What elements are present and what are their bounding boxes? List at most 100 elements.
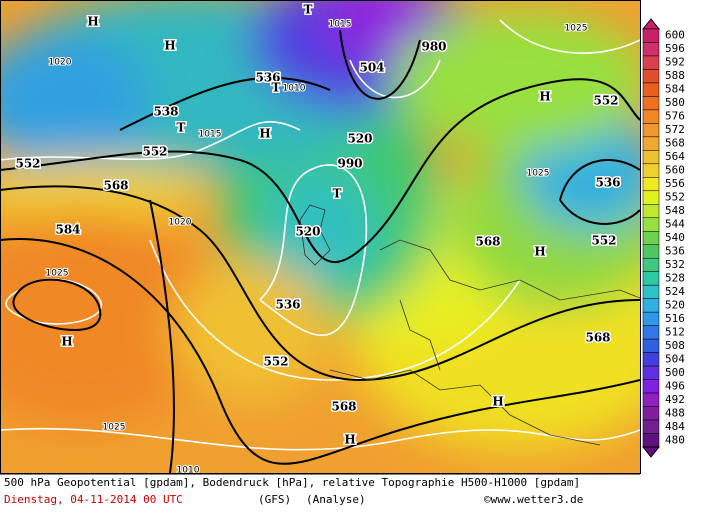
footer-date: Dienstag, 04-11-2014 00 UTC [4, 493, 183, 506]
map-label: 980 [421, 40, 446, 54]
map-label: 1015 [329, 20, 352, 30]
colorbar-swatch [642, 109, 660, 124]
colorbar-label: 520 [665, 298, 685, 311]
colorbar-label: 536 [665, 244, 685, 257]
colorbar-swatch [642, 406, 660, 421]
colorbar-swatch [642, 244, 660, 259]
colorbar-label: 564 [665, 150, 685, 163]
map-label: 568 [103, 179, 128, 193]
colorbar-swatch [642, 298, 660, 313]
map-label: 1010 [177, 466, 200, 476]
geopotential-lines [0, 29, 640, 473]
map-label: H [534, 245, 545, 259]
colorbar-swatch [642, 325, 660, 340]
colorbar-swatch [642, 365, 660, 380]
colorbar-swatch [642, 231, 660, 245]
colorbar-label: 544 [665, 218, 685, 231]
map-label: 536 [255, 71, 280, 85]
colorbar-label: 516 [665, 312, 685, 325]
map-label: 520 [295, 225, 320, 239]
map-label: H [87, 15, 98, 29]
map-label: H [492, 395, 503, 409]
colorbar-swatch [642, 82, 660, 97]
colorbar: 6005965925885845805765725685645605565525… [641, 18, 685, 458]
colorbar-swatch [642, 257, 660, 272]
colorbar-label: 584 [665, 83, 685, 96]
colorbar-label: 484 [665, 420, 685, 433]
colorbar-swatch [642, 177, 660, 192]
colorbar-label: 576 [665, 110, 685, 123]
footer-credit: ©www.wetter3.de [484, 493, 583, 506]
colorbar-label: 560 [665, 164, 685, 177]
footer-mode: (Analyse) [306, 493, 366, 506]
map-label: T [177, 121, 186, 135]
map-label: 552 [15, 157, 40, 171]
map-label: T [304, 3, 313, 17]
colorbar-label: 496 [665, 379, 685, 392]
map-label: H [344, 433, 355, 447]
colorbar-swatch [642, 96, 660, 111]
colorbar-label: 568 [665, 137, 685, 150]
map-label: 1025 [565, 24, 588, 34]
colorbar-swatch [642, 42, 660, 57]
colorbar-swatch [642, 217, 660, 232]
colorbar-label: 540 [665, 231, 685, 244]
colorbar-swatch [642, 55, 660, 70]
footer-model: (GFS) [258, 493, 291, 506]
colorbar-label: 488 [665, 406, 685, 419]
colorbar-label: 528 [665, 271, 685, 284]
isobars [0, 19, 640, 451]
colorbar-arrow-bottom [641, 446, 661, 458]
coastlines [299, 204, 640, 446]
colorbar-swatch [642, 419, 660, 434]
map-label: 552 [142, 145, 167, 159]
footer-description: 500 hPa Geopotential [gpdam], Bodendruck… [4, 476, 580, 489]
map-label: 504 [359, 61, 384, 75]
map-label: 1025 [46, 269, 69, 279]
colorbar-swatch [642, 352, 660, 367]
colorbar-label: 500 [665, 366, 685, 379]
map-label: H [259, 127, 270, 141]
colorbar-label: 524 [665, 285, 685, 298]
map-label: 520 [347, 132, 372, 146]
map-label: H [164, 39, 175, 53]
map-label: H [61, 335, 72, 349]
map-label: 536 [595, 176, 620, 190]
colorbar-label: 532 [665, 258, 685, 271]
colorbar-label: 548 [665, 204, 685, 217]
colorbar-swatch [642, 28, 660, 43]
colorbar-swatch [642, 433, 660, 448]
map-label: 1020 [49, 58, 72, 68]
map-label: 536 [275, 298, 300, 312]
colorbar-swatch [642, 150, 660, 165]
map-label: 552 [593, 94, 618, 108]
colorbar-swatch [642, 163, 660, 178]
map-label: 990 [337, 157, 362, 171]
map-label: H [539, 90, 550, 104]
colorbar-label: 596 [665, 42, 685, 55]
colorbar-swatch [642, 311, 660, 326]
map-label: 1020 [169, 218, 192, 228]
map-label: 552 [263, 355, 288, 369]
colorbar-label: 580 [665, 96, 685, 109]
colorbar-arrow-top [641, 18, 661, 30]
map-label: 584 [55, 223, 80, 237]
colorbar-swatch [642, 69, 660, 84]
colorbar-label: 492 [665, 393, 685, 406]
colorbar-swatch [642, 136, 660, 151]
map-label: 1025 [103, 423, 126, 433]
colorbar-label: 556 [665, 177, 685, 190]
map-label: 1015 [199, 130, 222, 140]
colorbar-label: 588 [665, 69, 685, 82]
colorbar-label: 592 [665, 56, 685, 69]
map-label: T [333, 187, 342, 201]
colorbar-swatch [642, 190, 660, 205]
colorbar-swatch [642, 392, 660, 407]
colorbar-label: 508 [665, 339, 685, 352]
map-label: 568 [475, 235, 500, 249]
colorbar-label: 572 [665, 123, 685, 136]
